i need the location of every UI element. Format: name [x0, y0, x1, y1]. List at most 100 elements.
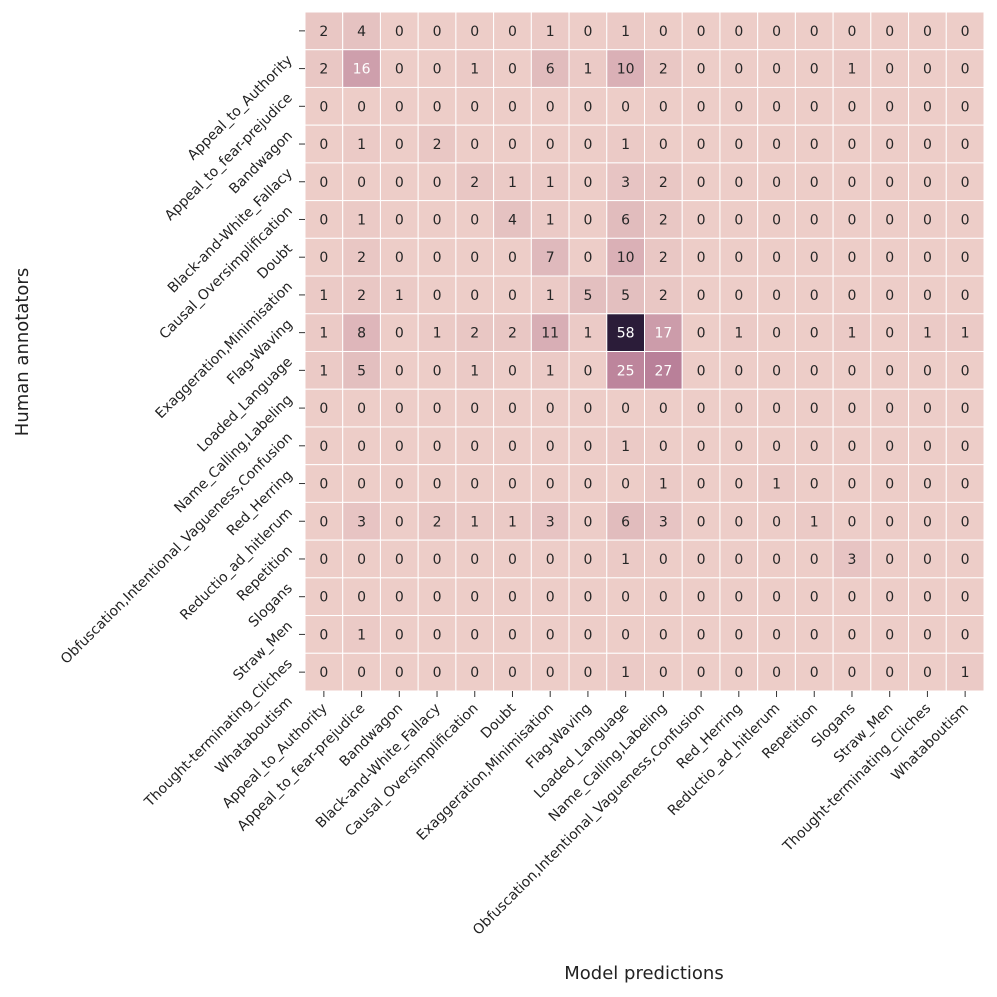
- cell-value-label: 0: [697, 552, 706, 568]
- cell-value-label: 0: [772, 175, 781, 191]
- cell-value-label: 2: [433, 137, 442, 153]
- cell-value-label: 0: [508, 288, 517, 304]
- heatmap-cell: [417, 351, 457, 390]
- heatmap-cell: [757, 200, 796, 239]
- cell-value-label: 0: [772, 514, 781, 530]
- heatmap-cell: [342, 275, 381, 315]
- cell-value-label: 1: [848, 62, 857, 78]
- cell-value-label: 0: [734, 175, 743, 191]
- cell-value-label: 1: [546, 363, 555, 379]
- cell-value-label: 0: [697, 477, 706, 493]
- cell-value-label: 0: [961, 24, 970, 40]
- cell-value-label: 0: [810, 62, 819, 78]
- cell-value-label: 0: [810, 439, 819, 455]
- cell-value-label: 0: [583, 363, 592, 379]
- cell-value-label: 6: [621, 514, 630, 530]
- heatmap-cell: [908, 501, 947, 541]
- heatmap-cell: [870, 11, 910, 51]
- heatmap-cell: [568, 539, 608, 579]
- cell-value-label: 1: [621, 137, 630, 153]
- cell-value-label: 0: [772, 288, 781, 304]
- cell-value-label: 0: [885, 477, 894, 493]
- heatmap-cell: [455, 162, 495, 202]
- cell-value-label: 0: [319, 439, 328, 455]
- cell-value-label: 17: [654, 326, 672, 342]
- heatmap-cell: [908, 200, 947, 239]
- heatmap-cell: [606, 539, 645, 579]
- cell-value-label: 0: [961, 590, 970, 606]
- heatmap-cell: [417, 86, 457, 126]
- cell-value-label: 0: [395, 552, 404, 568]
- cell-value-label: 0: [810, 326, 819, 342]
- cell-value-label: 0: [583, 514, 592, 530]
- cell-value-label: 0: [357, 439, 366, 455]
- cell-value-label: 1: [395, 288, 404, 304]
- heatmap-cell: [681, 501, 721, 541]
- heatmap-cell: [945, 313, 985, 352]
- heatmap-cell: [606, 464, 645, 503]
- cell-value-label: 0: [697, 137, 706, 153]
- cell-value-label: 0: [508, 99, 517, 115]
- heatmap-cell: [379, 313, 419, 352]
- heatmap-cell: [719, 11, 759, 51]
- heatmap-cell: [719, 464, 759, 503]
- cell-value-label: 0: [923, 401, 932, 417]
- cell-value-label: 0: [546, 137, 555, 153]
- cell-value-label: 0: [885, 250, 894, 266]
- cell-value-label: 0: [470, 288, 479, 304]
- cell-value-label: 0: [433, 250, 442, 266]
- y-axis-label: Human annotators: [12, 268, 33, 436]
- cell-value-label: 0: [470, 137, 479, 153]
- heatmap-cell: [794, 426, 834, 466]
- heatmap-cell: [379, 501, 419, 541]
- cell-value-label: 0: [621, 627, 630, 643]
- heatmap-cell: [719, 200, 759, 239]
- cell-value-label: 0: [583, 24, 592, 40]
- cell-value-label: 0: [848, 175, 857, 191]
- cell-value-label: 0: [848, 401, 857, 417]
- cell-value-label: 4: [508, 212, 517, 228]
- heatmap-cell: [342, 49, 381, 88]
- y-axis-ticks: Appeal_to_AuthorityAppeal_to_fear-prejud…: [58, 30, 305, 811]
- cell-value-label: 0: [433, 665, 442, 681]
- cell-value-label: 0: [470, 212, 479, 228]
- heatmap-cell: [606, 652, 645, 692]
- cell-value-label: 0: [885, 439, 894, 455]
- heatmap-cell: [568, 11, 608, 51]
- x-axis-label: Model predictions: [564, 963, 723, 984]
- cell-value-label: 0: [508, 24, 517, 40]
- heatmap-cell: [342, 162, 381, 202]
- cell-value-label: 1: [319, 288, 328, 304]
- cell-value-label: 0: [508, 401, 517, 417]
- cell-value-label: 3: [621, 175, 630, 191]
- heatmap-cell: [455, 501, 495, 541]
- heatmap-cell: [757, 124, 796, 164]
- cell-value-label: 0: [923, 363, 932, 379]
- cell-value-label: 0: [810, 137, 819, 153]
- cell-value-label: 0: [357, 552, 366, 568]
- heatmap-cell: [794, 539, 834, 579]
- heatmap-cell: [342, 464, 381, 503]
- cell-value-label: 1: [583, 62, 592, 78]
- heatmap-cell: [455, 275, 495, 315]
- heatmap-cell: [304, 501, 344, 541]
- heatmap-cell: [794, 464, 834, 503]
- cell-value-label: 0: [433, 62, 442, 78]
- cell-value-label: 0: [697, 250, 706, 266]
- cell-value-label: 0: [810, 175, 819, 191]
- cell-value-label: 0: [357, 401, 366, 417]
- cell-value-label: 0: [697, 175, 706, 191]
- cell-value-label: 0: [508, 552, 517, 568]
- heatmap-cell: [908, 388, 947, 428]
- heatmap-cell: [417, 162, 457, 202]
- heatmap-cell: [945, 275, 985, 315]
- cell-value-label: 0: [659, 627, 668, 643]
- heatmap-cell: [304, 275, 344, 315]
- cell-value-label: 1: [621, 665, 630, 681]
- heatmap-cell: [832, 86, 872, 126]
- cell-value-label: 0: [508, 590, 517, 606]
- cell-value-label: 0: [319, 99, 328, 115]
- cell-value-label: 0: [395, 439, 404, 455]
- heatmap-cell: [757, 464, 796, 503]
- heatmap-cell: [304, 464, 344, 503]
